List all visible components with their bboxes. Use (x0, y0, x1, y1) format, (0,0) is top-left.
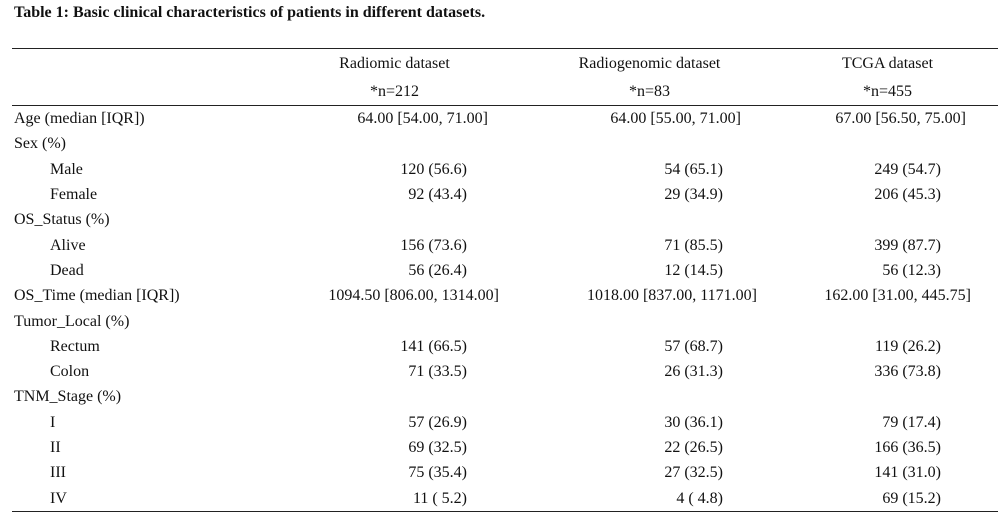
header-row-dataset: Radiomic dataset Radiogenomic dataset TC… (12, 48, 998, 79)
header-tcga-dataset: TCGA dataset (777, 48, 998, 79)
cell-tcga: 399 (87.7) (874, 236, 941, 254)
row-label: OS_Time (median [IQR]) (14, 287, 180, 305)
table-row-colon: Colon 71 (33.5) 26 (31.3) 336 (73.8) (12, 359, 998, 384)
cell-tcga: 249 (54.7) (874, 160, 941, 178)
row-label: Age (median [IQR]) (14, 110, 145, 128)
header-empty-cell (12, 79, 267, 106)
cell-radiogenomic: 29 (34.9) (664, 186, 723, 204)
cell-tcga: 56 (12.3) (882, 261, 941, 279)
header-empty-cell (12, 48, 267, 79)
header-radiogenomic-n: *n=83 (522, 79, 777, 106)
table-row-os-time: OS_Time (median [IQR]) 1094.50 [806.00, … (12, 283, 998, 308)
header-radiogenomic-dataset: Radiogenomic dataset (522, 48, 777, 79)
cell-radiogenomic (522, 207, 777, 232)
row-label: Male (50, 160, 83, 178)
header-radiomic-n: *n=212 (267, 79, 522, 106)
cell-radiogenomic: 27 (32.5) (664, 464, 723, 482)
row-label: IV (12, 485, 267, 512)
table-row-os-status-header: OS_Status (%) (12, 207, 998, 232)
row-label: I (50, 413, 56, 431)
row-label: OS_Status (%) (14, 211, 110, 229)
cell-radiomic: 1094.50 [806.00, 1314.00] (328, 287, 499, 305)
cell-radiogenomic (522, 308, 777, 333)
cell-radiogenomic: 64.00 [55.00, 71.00] (610, 110, 741, 128)
row-label: Dead (50, 261, 84, 279)
cell-tcga (777, 207, 998, 232)
table-row-age: Age (median [IQR]) 64.00 [54.00, 71.00] … (12, 106, 998, 132)
cell-tcga (777, 308, 998, 333)
cell-tcga: 166 (36.5) (874, 439, 941, 456)
cell-tcga: 141 (31.0) (874, 464, 941, 482)
cell-radiogenomic (522, 131, 777, 156)
row-label: Sex (%) (14, 135, 66, 153)
table-caption: Table 1: Basic clinical characteristics … (14, 4, 486, 21)
cell-tcga: 69 (15.2) (777, 485, 998, 512)
table-header: Radiomic dataset Radiogenomic dataset TC… (12, 48, 998, 106)
table-row-stage-i: I 57 (26.9) 30 (36.1) 79 (17.4) (12, 410, 998, 435)
cell-tcga: 79 (17.4) (882, 413, 941, 431)
clinical-characteristics-table: Radiomic dataset Radiogenomic dataset TC… (12, 48, 998, 512)
cell-radiogenomic: 4 ( 4.8) (522, 485, 777, 512)
cell-radiomic: 11 ( 5.2) (267, 485, 522, 512)
cell-radiogenomic: 12 (14.5) (664, 261, 723, 279)
row-label: Female (50, 186, 98, 204)
table-body: Age (median [IQR]) 64.00 [54.00, 71.00] … (12, 106, 998, 512)
cell-radiogenomic: 26 (31.3) (664, 363, 723, 381)
table-row-female: Female 92 (43.4) 29 (34.9) 206 (45.3) (12, 182, 998, 207)
cell-radiomic: 120 (56.6) (400, 160, 467, 178)
cell-radiomic (267, 384, 522, 409)
table-row-tumor-local-header: Tumor_Local (%) (12, 308, 998, 333)
header-tcga-n: *n=455 (777, 79, 998, 106)
table-row-tnm-stage-header: TNM_Stage (%) (12, 384, 998, 409)
cell-radiomic: 156 (73.6) (400, 236, 467, 254)
cell-radiomic: 69 (32.5) (408, 439, 467, 456)
row-label: Colon (50, 363, 90, 381)
cell-radiomic: 141 (66.5) (400, 337, 467, 355)
cell-radiomic: 56 (26.4) (408, 261, 467, 279)
table-row-stage-iii: III 75 (35.4) 27 (32.5) 141 (31.0) (12, 460, 998, 485)
cell-radiogenomic: 54 (65.1) (664, 160, 723, 178)
cell-tcga: 119 (26.2) (874, 337, 941, 355)
row-label: II (50, 439, 61, 456)
cell-radiomic: 64.00 [54.00, 71.00] (357, 110, 488, 128)
row-label: Rectum (50, 337, 100, 355)
cell-radiogenomic: 71 (85.5) (664, 236, 723, 254)
cell-radiomic (267, 131, 522, 156)
header-radiomic-dataset: Radiomic dataset (267, 48, 522, 79)
cell-radiomic: 71 (33.5) (408, 363, 467, 381)
table-row-dead: Dead 56 (26.4) 12 (14.5) 56 (12.3) (12, 258, 998, 283)
cell-tcga (777, 131, 998, 156)
cell-radiogenomic: 30 (36.1) (664, 413, 723, 431)
row-label: III (50, 464, 66, 482)
row-label: TNM_Stage (%) (14, 388, 122, 406)
cell-radiomic: 57 (26.9) (408, 413, 467, 431)
cell-radiogenomic: 22 (26.5) (664, 439, 723, 456)
row-label: Tumor_Local (%) (14, 312, 130, 330)
cell-tcga: 336 (73.8) (874, 363, 941, 381)
cell-radiomic (267, 308, 522, 333)
cell-radiogenomic: 1018.00 [837.00, 1171.00] (586, 287, 757, 305)
cell-radiomic (267, 207, 522, 232)
table-row-male: Male 120 (56.6) 54 (65.1) 249 (54.7) (12, 157, 998, 182)
table-row-rectum: Rectum 141 (66.5) 57 (68.7) 119 (26.2) (12, 334, 998, 359)
cell-radiomic: 75 (35.4) (408, 464, 467, 482)
table-row-stage-iv: IV 11 ( 5.2) 4 ( 4.8) 69 (15.2) (12, 485, 998, 512)
table-row-sex-header: Sex (%) (12, 131, 998, 156)
header-row-sample-size: *n=212 *n=83 *n=455 (12, 79, 998, 106)
cell-tcga (777, 384, 998, 409)
cell-radiogenomic: 57 (68.7) (664, 337, 723, 355)
cell-radiomic: 92 (43.4) (408, 186, 467, 204)
cell-tcga: 162.00 [31.00, 445.75] (824, 287, 971, 305)
cell-tcga: 67.00 [56.50, 75.00] (835, 110, 966, 128)
table-row-alive: Alive 156 (73.6) 71 (85.5) 399 (87.7) (12, 232, 998, 257)
cell-radiogenomic (522, 384, 777, 409)
row-label: Alive (50, 236, 86, 254)
table-row-stage-ii: II 69 (32.5) 22 (26.5) 166 (36.5) (12, 435, 998, 460)
cell-tcga: 206 (45.3) (874, 186, 941, 204)
